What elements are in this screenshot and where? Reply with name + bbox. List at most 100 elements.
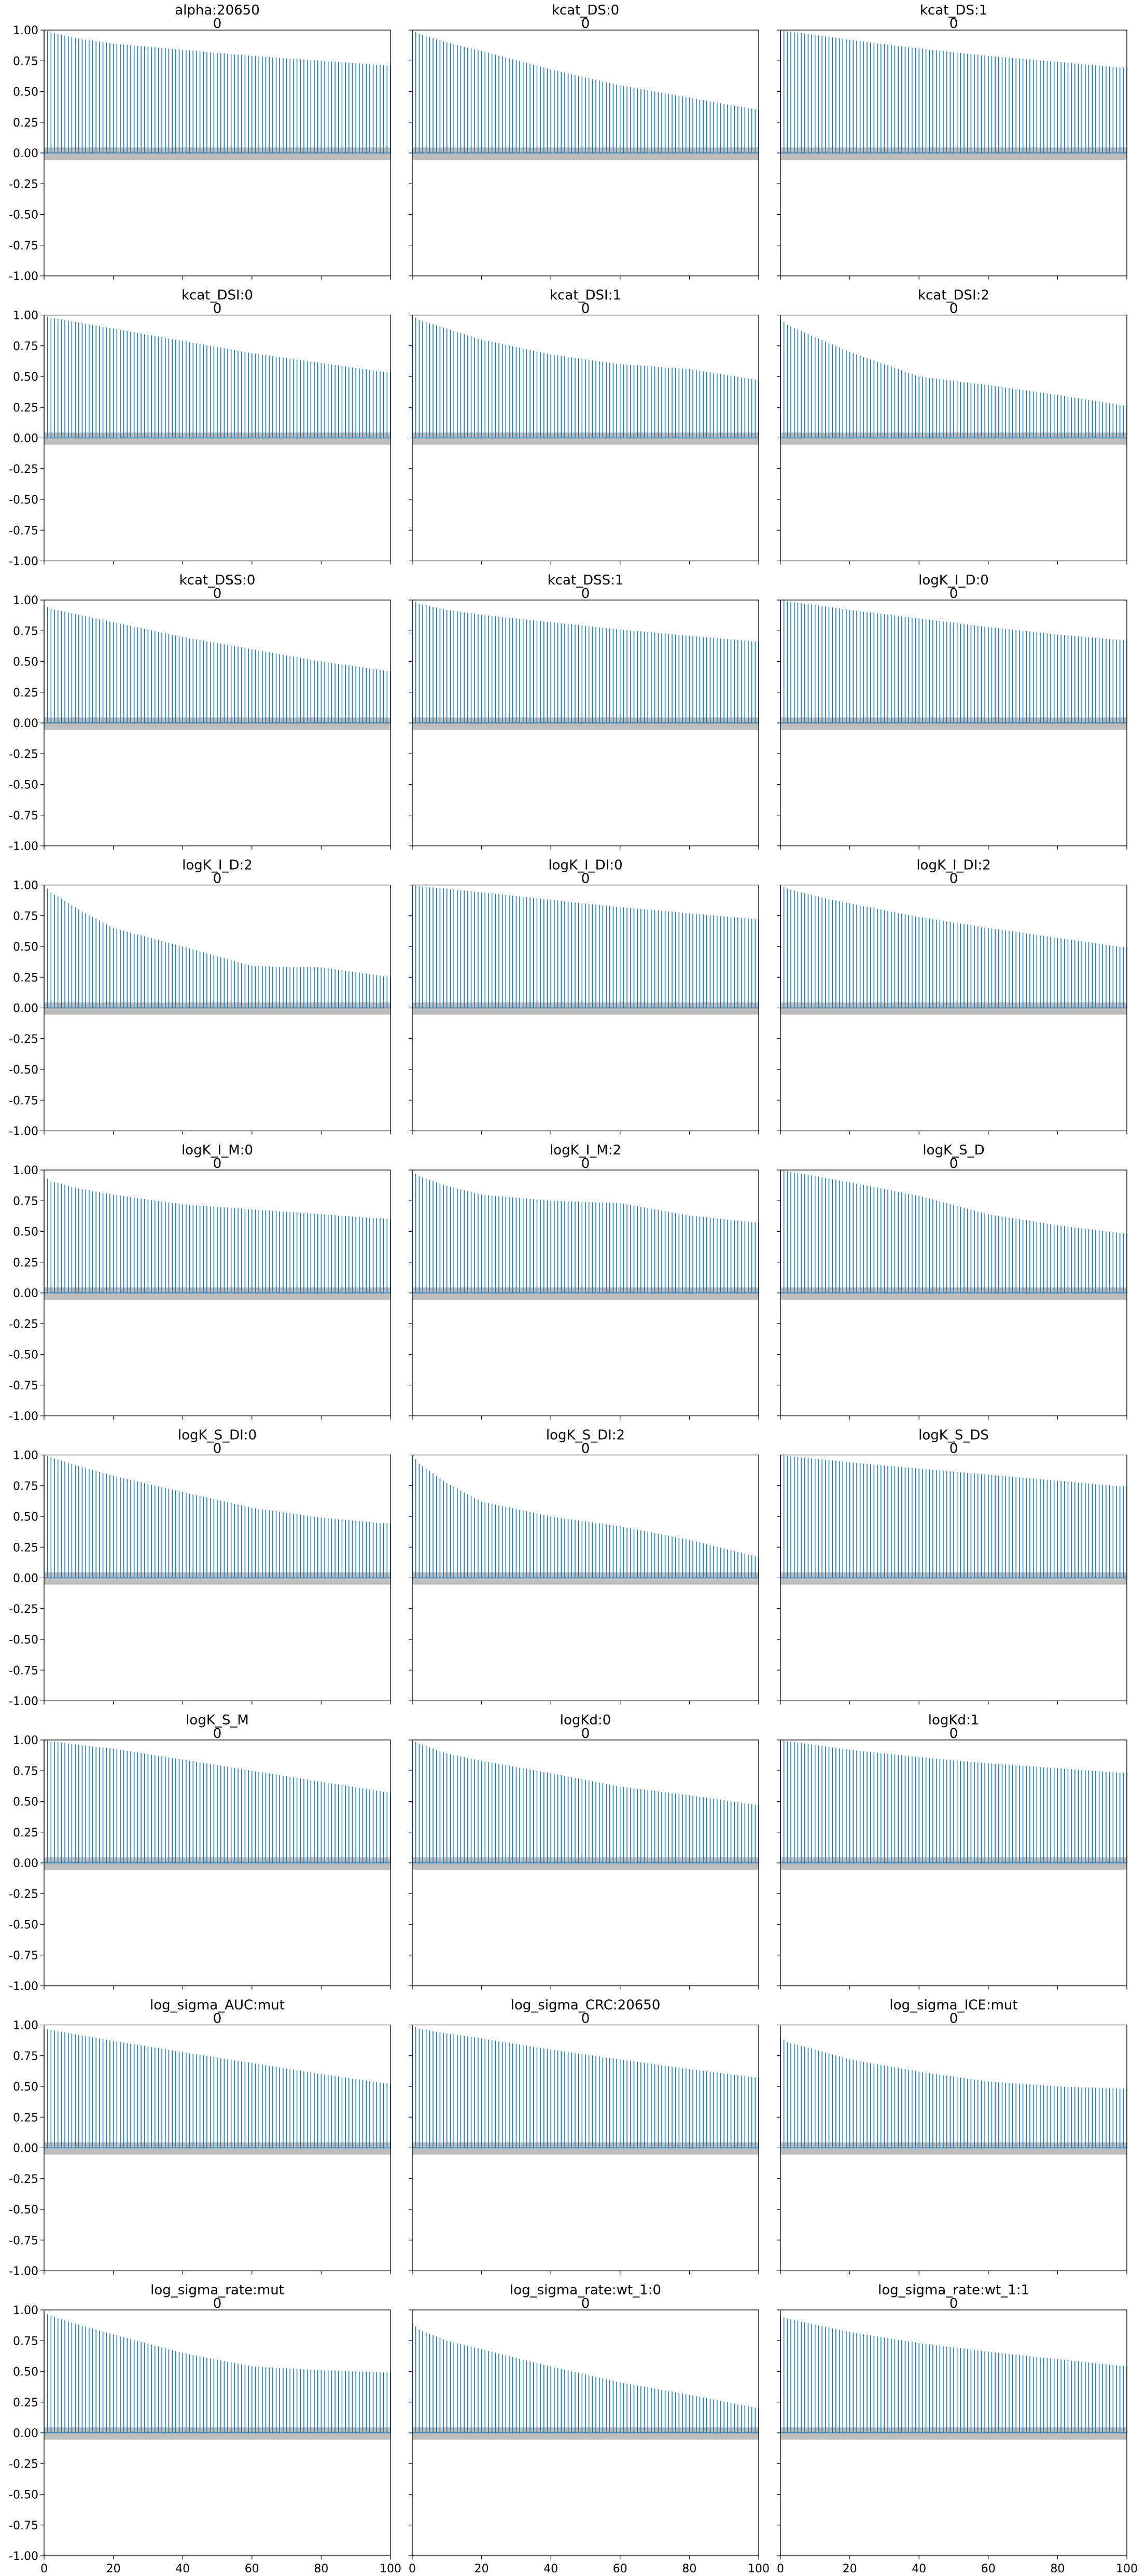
y-tick-label: 0.50 [13, 1226, 38, 1239]
panel-9: logK_I_D:20 1.00 0.75 0.50 0.25 0.00 -0.25 -0.5… [9, 858, 391, 1138]
panel-title: log_sigma_rate:wt_1:1 [878, 2282, 1029, 2298]
panel-subtitle: 0 [949, 871, 958, 887]
y-tick-label: 0.75 [13, 910, 38, 923]
panel-24: log_sigma_rate:mut01.000.750.500.250.00-… [9, 2282, 401, 2575]
panel-subtitle: 0 [581, 586, 590, 602]
panel-title: kcat_DSS:0 [179, 573, 256, 588]
y-tick-label: 0.25 [13, 1827, 38, 1840]
panel-subtitle: 0 [213, 871, 222, 887]
panel-5: kcat_DSI:20 [777, 288, 1127, 565]
y-tick-label: -0.25 [9, 1033, 38, 1046]
panel-subtitle: 0 [581, 16, 590, 32]
y-tick-label: 1.00 [13, 2304, 38, 2317]
panel-subtitle: 0 [581, 1156, 590, 1172]
y-tick-label: -0.25 [9, 2173, 38, 2186]
panel-subtitle: 0 [213, 2011, 222, 2027]
y-tick-label: -0.75 [9, 524, 38, 537]
panel-subtitle: 0 [949, 301, 958, 317]
y-tick-label: 0.50 [13, 371, 38, 384]
y-tick-label: -0.50 [9, 1064, 38, 1077]
panel-7: kcat_DSS:10 [409, 573, 759, 850]
panel-title: logK_I_DI:0 [548, 858, 622, 873]
panel-14: logK_S_D0 [777, 1143, 1127, 1419]
y-tick-label: 0.25 [13, 2397, 38, 2410]
x-tick-label: 40 [543, 2563, 558, 2575]
y-tick-label: 0.75 [13, 1765, 38, 1778]
panel-title: logK_S_DI:0 [178, 1428, 257, 1443]
panel-19: logKd:00 [409, 1712, 759, 1989]
y-tick-label: -1.00 [9, 840, 38, 853]
panel-title: log_sigma_CRC:20650 [511, 1998, 661, 2013]
y-tick-label: 1.00 [13, 594, 38, 607]
y-tick-label: -0.50 [9, 2489, 38, 2502]
y-tick-label: -0.25 [9, 2458, 38, 2471]
y-tick-label: 1.00 [13, 1450, 38, 1463]
y-tick-label: 0.75 [13, 1195, 38, 1208]
y-tick-label: -1.00 [9, 2550, 38, 2563]
y-tick-label: 1.00 [13, 880, 38, 893]
x-tick-label: 0 [777, 2563, 784, 2575]
panel-title: logK_S_DS [918, 1428, 989, 1443]
y-tick-label: -0.50 [9, 1634, 38, 1647]
panel-25: log_sigma_rate:wt_1:000 20 40 60 80 100 [409, 2282, 770, 2575]
x-tick-label: 40 [175, 2563, 190, 2575]
panel-title: logK_I_M:0 [181, 1143, 253, 1158]
panel-subtitle: 0 [581, 1441, 590, 1457]
y-tick-label: -0.25 [9, 1603, 38, 1616]
x-tick-label: 20 [843, 2563, 857, 2575]
y-tick-label: 1.00 [13, 1734, 38, 1747]
y-tick-label: 0.50 [13, 86, 38, 99]
panel-subtitle: 0 [949, 1156, 958, 1172]
y-tick-label: -0.50 [9, 1349, 38, 1362]
panel-15: logK_S_DI:00 1.00 0.75 0.50 0.25 0.00 -0.25 -0.… [9, 1428, 391, 1708]
y-tick-label: 0.00 [13, 1857, 38, 1870]
y-tick-label: -0.50 [9, 209, 38, 222]
y-tick-label: -0.75 [9, 1380, 38, 1393]
y-tick-label: 0.50 [13, 1796, 38, 1809]
y-tick-label: -1.00 [9, 1695, 38, 1708]
panel-title: logK_S_D [923, 1143, 984, 1158]
panel-title: log_sigma_AUC:mut [150, 1998, 285, 2013]
x-tick-label: 20 [106, 2563, 121, 2575]
x-tick-label: 80 [682, 2563, 696, 2575]
panel-subtitle: 0 [213, 16, 222, 32]
y-tick-label: 0.50 [13, 2081, 38, 2094]
panel-title: kcat_DSI:1 [550, 288, 621, 303]
panel-title: logK_I_D:2 [182, 858, 253, 873]
panel-title: kcat_DSI:2 [918, 288, 989, 303]
y-tick-label: -1.00 [9, 1410, 38, 1423]
y-tick-label: 0.25 [13, 2111, 38, 2124]
panel-subtitle: 0 [213, 586, 222, 602]
y-tick-label: 0.00 [13, 147, 38, 160]
panel-subtitle: 0 [581, 301, 590, 317]
y-tick-label: -1.00 [9, 555, 38, 568]
panel-subtitle: 0 [581, 2296, 590, 2312]
y-tick-label: 0.75 [13, 1480, 38, 1493]
y-tick-label: 0.75 [13, 55, 38, 68]
panel-title: kcat_DSI:0 [181, 288, 253, 303]
panel-11: logK_I_DI:20 [777, 858, 1127, 1135]
panel-subtitle: 0 [213, 2296, 222, 2312]
y-tick-label: -0.75 [9, 1094, 38, 1107]
panel-3: kcat_DSI:00 1.00 0.75 0.50 0.25 0.00 -0.25 -0.5… [9, 288, 391, 568]
panel-12: logK_I_M:00 1.00 0.75 0.50 0.25 0.00 -0.25 -0.5… [9, 1143, 391, 1423]
x-tick-label: 100 [1116, 2563, 1138, 2575]
panel-10: logK_I_DI:00 [409, 858, 759, 1135]
panel-subtitle: 0 [949, 1441, 958, 1457]
panel-2: kcat_DS:10 [777, 3, 1127, 280]
panel-title: logKd:0 [560, 1712, 611, 1728]
y-tick-label: -0.50 [9, 779, 38, 792]
panel-subtitle: 0 [581, 1726, 590, 1742]
panel-subtitle: 0 [581, 871, 590, 887]
panel-subtitle: 0 [949, 2296, 958, 2312]
y-tick-label: -0.75 [9, 2519, 38, 2532]
panel-title: kcat_DS:1 [920, 3, 987, 18]
y-tick-label: -0.75 [9, 810, 38, 823]
x-tick-label: 40 [912, 2563, 926, 2575]
y-tick-label: 0.00 [13, 2142, 38, 2155]
y-tick-label: -0.75 [9, 240, 38, 253]
y-tick-label: 0.50 [13, 656, 38, 669]
y-tick-label: 0.00 [13, 433, 38, 445]
